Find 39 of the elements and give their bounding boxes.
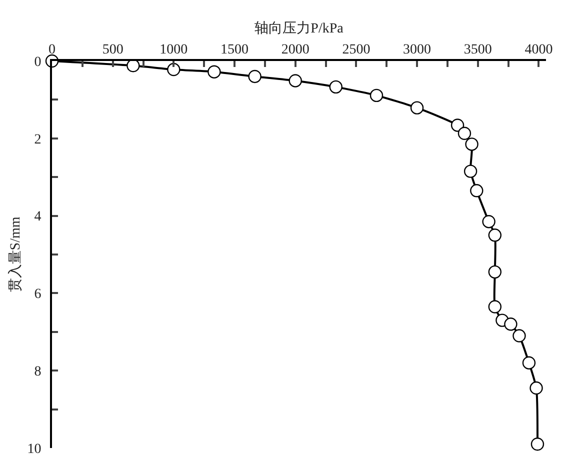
y-tick-label: 8 bbox=[34, 364, 42, 380]
point bbox=[488, 265, 502, 279]
point bbox=[530, 438, 544, 451]
point bbox=[482, 215, 496, 228]
point bbox=[522, 356, 536, 370]
point bbox=[288, 74, 302, 88]
point bbox=[464, 164, 478, 178]
x-tick-label: 1000 bbox=[160, 42, 188, 58]
y-axis-title: 贯入量S/mm bbox=[7, 216, 24, 292]
point bbox=[370, 88, 384, 102]
point bbox=[167, 62, 180, 76]
x-tick-label: 0 bbox=[48, 42, 56, 58]
point bbox=[512, 329, 526, 342]
x-tick-label: 3000 bbox=[403, 42, 432, 58]
x-tick-label: 1500 bbox=[220, 42, 249, 58]
point bbox=[470, 184, 484, 198]
point bbox=[465, 138, 478, 151]
y-tick-label: 6 bbox=[34, 287, 42, 302]
y-tick-label: 0 bbox=[34, 54, 42, 70]
x-tick-label: 2000 bbox=[281, 42, 310, 58]
point bbox=[458, 126, 472, 140]
y-tick-label: 10 bbox=[27, 442, 42, 457]
point bbox=[126, 59, 140, 72]
x-tick-label: 500 bbox=[102, 42, 124, 58]
x-tick-label: 2500 bbox=[342, 42, 370, 58]
point bbox=[488, 300, 502, 314]
x-tick-label: 3500 bbox=[464, 42, 492, 58]
y-tick-label: 4 bbox=[34, 210, 42, 225]
y-tick-label: 2 bbox=[34, 132, 42, 148]
x-axis-title: 轴向压力P/kPa bbox=[254, 20, 344, 36]
point bbox=[208, 65, 221, 78]
point bbox=[530, 381, 543, 395]
x-tick-label: 4000 bbox=[524, 42, 553, 58]
point bbox=[329, 80, 342, 94]
point bbox=[450, 118, 464, 132]
point bbox=[488, 228, 502, 242]
point bbox=[248, 70, 262, 84]
point bbox=[410, 101, 424, 114]
point bbox=[504, 318, 518, 331]
